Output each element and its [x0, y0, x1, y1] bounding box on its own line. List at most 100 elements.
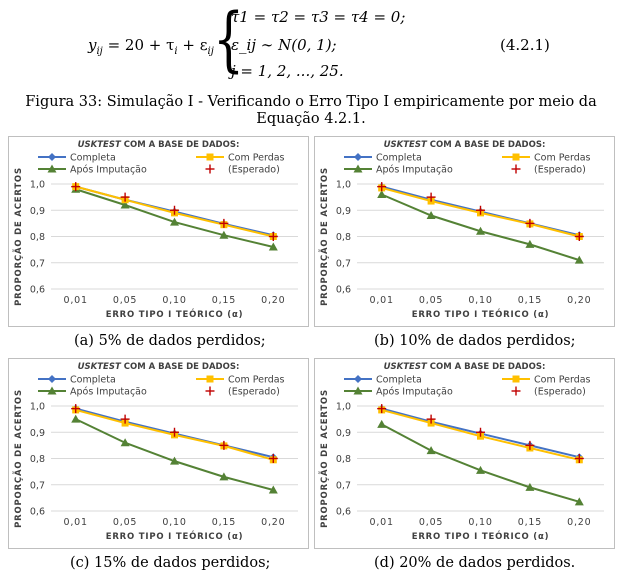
data-point-d-3-4	[574, 454, 584, 463]
xtick-label-a-0: 0,01	[64, 295, 88, 306]
xaxis-label-c: ERRO TIPO I TEÓRICO (α)	[106, 530, 244, 542]
data-point-d-2-1	[426, 446, 436, 455]
yaxis-label-b: PROPORÇÃO DE ACERTOS	[319, 167, 330, 306]
legend-label-c-3: (Esperado)	[228, 387, 280, 398]
ytick-label-a-3: 0,9	[30, 206, 45, 217]
data-point-c-2-2	[170, 456, 179, 465]
xtick-label-c-2: 0,10	[162, 517, 186, 528]
legend-label-b-2: Após Imputação	[376, 165, 453, 176]
chart-panel-c: USKTEST COM A BASE DE DADOS: Completa Com …	[8, 358, 309, 549]
xtick-label-c-1: 0,05	[113, 517, 137, 528]
data-point-c-3-4	[268, 454, 278, 463]
ytick-label-a-1: 0,7	[30, 258, 45, 269]
ytick-label-c-1: 0,7	[30, 480, 45, 491]
ytick-label-b-1: 0,7	[336, 258, 351, 269]
chart-title-rest-a: COM A BASE DE DADOS:	[121, 140, 240, 150]
chart-panel-a: USKTEST COM A BASE DE DADOS: Completa Com …	[8, 136, 309, 327]
xaxis-label-b: ERRO TIPO I TEÓRICO (α)	[412, 308, 550, 320]
figure-caption-line2: Equação 4.2.1.	[256, 111, 366, 127]
data-point-a-3-3	[219, 218, 229, 228]
data-point-d-2-4	[574, 497, 584, 506]
xtick-label-d-1: 0,05	[419, 517, 443, 528]
legend-label-b-1: Com Perdas	[534, 153, 591, 164]
xtick-label-c-0: 0,01	[64, 517, 88, 528]
legend-label-d-0: Completa	[376, 375, 422, 386]
xtick-label-b-1: 0,05	[419, 295, 443, 306]
data-point-a-2-1	[120, 200, 130, 209]
xtick-label-d-2: 0,10	[468, 517, 492, 528]
legend-marker-b-0	[354, 153, 362, 161]
eq-y: y	[88, 36, 97, 54]
eq-sub-ij: ij	[96, 46, 103, 57]
data-point-a-2-4	[268, 242, 278, 251]
data-point-b-3-0	[377, 182, 387, 192]
ytick-label-a-2: 0,8	[30, 232, 45, 243]
chart-title-prefix-c: USKTEST	[78, 362, 122, 372]
ytick-label-b-3: 0,9	[336, 206, 351, 217]
data-point-d-2-0	[377, 419, 387, 428]
subcaption-d: (d) 20% de dados perdidos.	[374, 555, 576, 571]
equation-line2: ε_ij ∼ N(0, 1);	[231, 36, 337, 54]
equation-line3: j = 1, 2, ..., 25.	[231, 62, 344, 80]
xtick-label-a-4: 0,20	[261, 295, 285, 306]
legend-marker-c-0	[48, 375, 56, 383]
chart-title-prefix-d: USKTEST	[384, 362, 428, 372]
legend-marker-b-2	[353, 164, 363, 173]
chart-title-prefix-b: USKTEST	[384, 140, 428, 150]
chart-title-c: USKTEST COM A BASE DE DADOS:	[78, 362, 240, 372]
data-point-a-2-2	[170, 217, 179, 226]
xaxis-label-d: ERRO TIPO I TEÓRICO (α)	[412, 530, 550, 542]
xtick-label-b-2: 0,10	[468, 295, 492, 306]
subcaption-c: (c) 15% de dados perdidos;	[70, 555, 271, 571]
data-point-d-3-2	[476, 427, 485, 437]
data-point-a-3-1	[120, 192, 130, 202]
xtick-label-b-4: 0,20	[567, 295, 591, 306]
data-point-a-3-0	[71, 182, 81, 192]
eq-sub-i: i	[174, 46, 178, 57]
yaxis-label-c: PROPORÇÃO DE ACERTOS	[13, 389, 24, 528]
data-point-d-2-3	[525, 482, 535, 491]
subcaption-a: (a) 5% de dados perdidos;	[74, 333, 266, 349]
equation-brace: {	[213, 0, 245, 80]
ytick-label-b-4: 1,0	[336, 180, 351, 191]
data-point-c-2-1	[120, 438, 130, 447]
data-point-a-2-3	[219, 230, 229, 239]
eq-mid: = 20 + τ	[102, 36, 175, 54]
ytick-label-c-2: 0,8	[30, 454, 45, 465]
chart-svg-a: USKTEST COM A BASE DE DADOS: Completa Com …	[8, 136, 309, 327]
legend-marker-d-0	[354, 375, 362, 383]
equation-lhs: yij = 20 + τi + εij	[88, 36, 214, 57]
chart-title-b: USKTEST COM A BASE DE DADOS:	[384, 140, 546, 150]
ytick-label-b-0: 0,6	[336, 285, 351, 296]
data-point-a-3-2	[170, 205, 179, 215]
data-point-d-3-3	[525, 440, 535, 450]
xtick-label-b-0: 0,01	[370, 295, 394, 306]
data-point-c-3-1	[120, 414, 130, 424]
xtick-label-d-3: 0,15	[518, 517, 542, 528]
legend-label-d-3: (Esperado)	[534, 387, 586, 398]
data-point-b-3-2	[476, 205, 485, 215]
xtick-label-d-0: 0,01	[370, 517, 394, 528]
data-point-c-2-0	[71, 414, 81, 423]
legend-marker-a-2	[47, 164, 57, 173]
chart-panel-d: USKTEST COM A BASE DE DADOS: Completa Com …	[314, 358, 615, 549]
xtick-label-c-3: 0,15	[212, 517, 236, 528]
ytick-label-d-0: 0,6	[336, 507, 351, 518]
data-point-b-2-2	[476, 226, 485, 235]
ytick-label-c-3: 0,9	[30, 428, 45, 439]
equation-line1: τ1 = τ2 = τ3 = τ4 = 0;	[231, 8, 406, 26]
data-point-d-3-0	[377, 404, 387, 414]
legend-marker-d-3	[511, 386, 521, 396]
data-point-d-2-2	[476, 465, 485, 474]
eq-plus: + ε	[177, 36, 208, 54]
xtick-label-c-4: 0,20	[261, 517, 285, 528]
xaxis-label-a: ERRO TIPO I TEÓRICO (α)	[106, 308, 244, 320]
legend-label-a-2: Após Imputação	[70, 165, 147, 176]
data-point-b-3-4	[574, 232, 584, 241]
legend-label-a-1: Com Perdas	[228, 153, 285, 164]
chart-title-rest-b: COM A BASE DE DADOS:	[427, 140, 546, 150]
ytick-label-a-4: 1,0	[30, 180, 45, 191]
data-point-b-3-1	[426, 192, 436, 202]
chart-svg-b: USKTEST COM A BASE DE DADOS: Completa Com …	[314, 136, 615, 327]
